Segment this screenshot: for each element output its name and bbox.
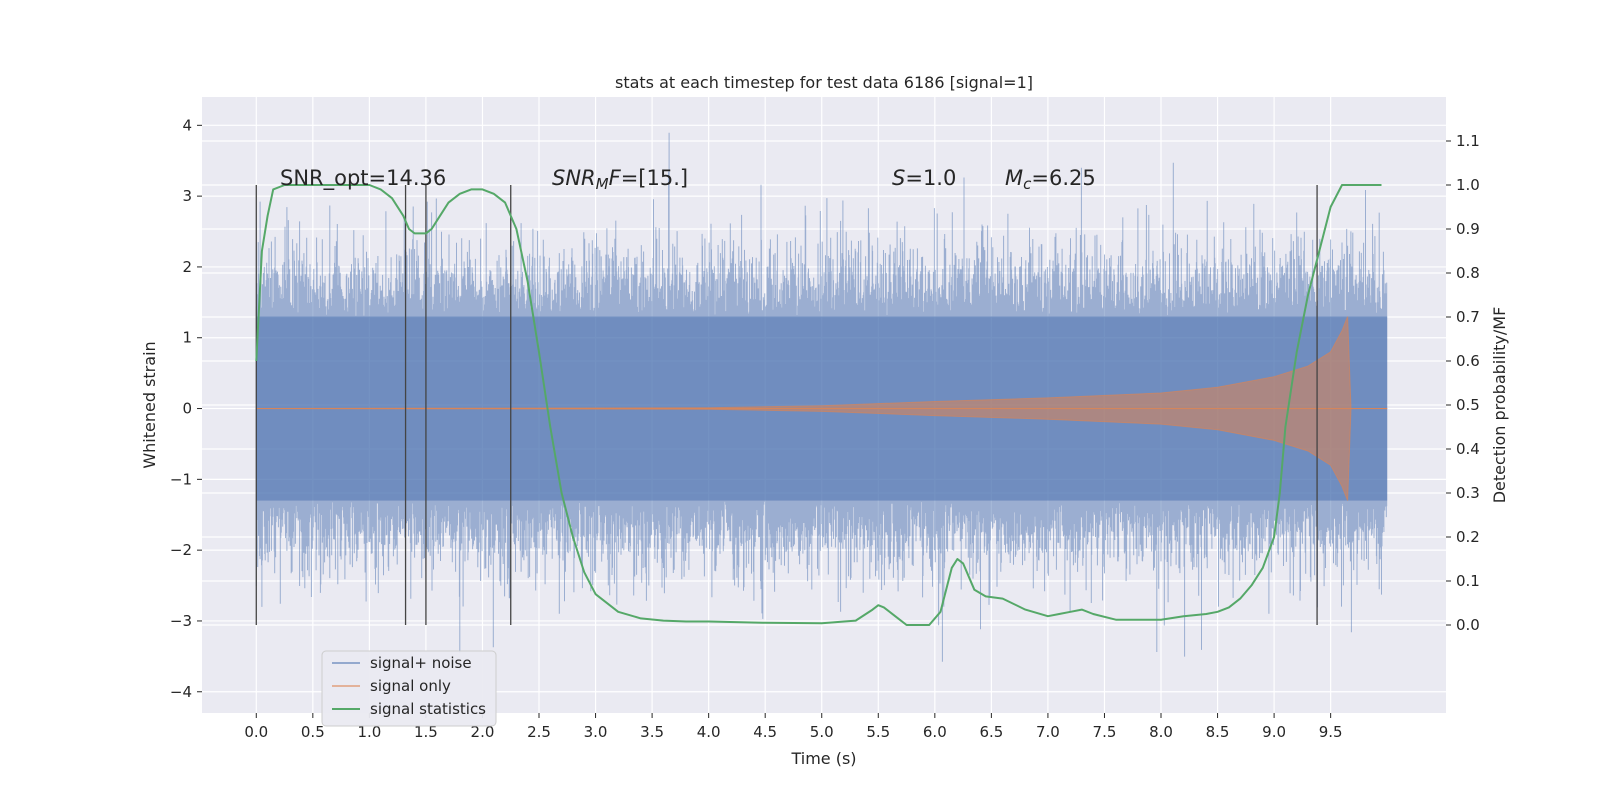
- y-tick-label-3: 1: [182, 329, 192, 347]
- x-tick-label-4: 2.0: [471, 723, 495, 741]
- x-tick-label-2: 1.0: [357, 723, 381, 741]
- x-axis-label: Time (s): [790, 749, 856, 768]
- x-tick-label-0: 0.0: [244, 723, 268, 741]
- legend-box: [321, 650, 497, 727]
- x-tick-label-13: 6.5: [979, 723, 1003, 741]
- y-right-tick-label-4: 0.7: [1456, 308, 1480, 326]
- annotation-snr-mf: SNRMF=[15.]: [552, 166, 688, 193]
- legend-label-signal-statistics: signal statistics: [370, 700, 486, 718]
- y-tick-label-5: −1: [170, 470, 192, 488]
- y-axis-label: Whitened strain: [140, 341, 159, 468]
- y-right-tick-label-6: 0.5: [1456, 396, 1480, 414]
- x-tick-label-10: 5.0: [810, 723, 834, 741]
- x-tick-label-14: 7.0: [1036, 723, 1060, 741]
- y-tick-label-8: −4: [170, 683, 192, 701]
- x-tick-label-6: 3.0: [584, 723, 608, 741]
- y-tick-label-6: −2: [170, 541, 192, 559]
- legend-label-signal-only: signal only: [370, 677, 451, 695]
- x-tick-label-16: 8.0: [1149, 723, 1173, 741]
- snr-mf-sub: M: [596, 175, 609, 193]
- y-tick-label-0: 4: [182, 116, 192, 134]
- chart-title: stats at each timestep for test data 618…: [615, 73, 1033, 92]
- s-var: S: [892, 166, 905, 190]
- y-tick-label-2: 2: [182, 258, 192, 276]
- snr-mf-base: SNR: [552, 166, 596, 190]
- x-tick-label-18: 9.0: [1262, 723, 1286, 741]
- series-signal-only: [256, 316, 1388, 501]
- y-right-tick-label-2: 0.9: [1456, 220, 1480, 238]
- legend-label-signal-noise: signal+ noise: [370, 654, 472, 672]
- annotation-mc: Mc=6.25: [1005, 166, 1096, 193]
- y-tick-label-7: −3: [170, 612, 192, 630]
- s-rest: =1.0: [905, 166, 956, 190]
- y-right-tick-label-10: 0.1: [1456, 572, 1480, 590]
- y-right-tick-label-1: 1.0: [1456, 176, 1480, 194]
- mc-var: M: [1005, 166, 1023, 190]
- y-right-tick-label-9: 0.2: [1456, 528, 1480, 546]
- x-tick-label-9: 4.5: [753, 723, 777, 741]
- y-right-tick-label-0: 1.1: [1456, 132, 1480, 150]
- signal-statistics-line: [255, 184, 1382, 626]
- x-tick-label-7: 3.5: [640, 723, 664, 741]
- y-right-tick-label-3: 0.8: [1456, 264, 1480, 282]
- y-tick-label-4: 0: [182, 400, 192, 418]
- snr-mf-rest-it: F: [609, 166, 622, 190]
- snr-mf-rest: =[15.]: [621, 166, 688, 190]
- series-signal-statistics: [255, 184, 1382, 626]
- y-right-tick-label-5: 0.6: [1456, 352, 1480, 370]
- legend: signal+ noise signal only signal statist…: [321, 650, 497, 727]
- annotation-s: S=1.0: [892, 166, 956, 190]
- x-tick-label-15: 7.5: [1093, 723, 1117, 741]
- x-tick-label-8: 4.0: [697, 723, 721, 741]
- x-tick-label-19: 9.5: [1319, 723, 1343, 741]
- y-axis-right-label: Detection probability/MF: [1490, 307, 1509, 504]
- x-tick-label-3: 1.5: [414, 723, 438, 741]
- x-tick-label-11: 5.5: [866, 723, 890, 741]
- annotation-snr-opt: SNR_opt=14.36: [280, 166, 446, 191]
- mc-sub: c: [1023, 175, 1032, 193]
- tick-labels: 0.0 0.5 1.0 1.5 2.0 2.5 3.0 3.5 4.0 4.5 5.0 5.5 6.0 6…: [170, 116, 1480, 741]
- y-right-tick-label-8: 0.3: [1456, 484, 1480, 502]
- x-tick-label-1: 0.5: [301, 723, 325, 741]
- x-tick-label-5: 2.5: [527, 723, 551, 741]
- x-tick-label-12: 6.0: [923, 723, 947, 741]
- x-tick-label-17: 8.5: [1206, 723, 1230, 741]
- y-tick-label-1: 3: [182, 187, 192, 205]
- y-right-tick-label-7: 0.4: [1456, 440, 1480, 458]
- mc-rest: =6.25: [1031, 166, 1095, 190]
- y-right-tick-label-11: 0.0: [1456, 616, 1480, 634]
